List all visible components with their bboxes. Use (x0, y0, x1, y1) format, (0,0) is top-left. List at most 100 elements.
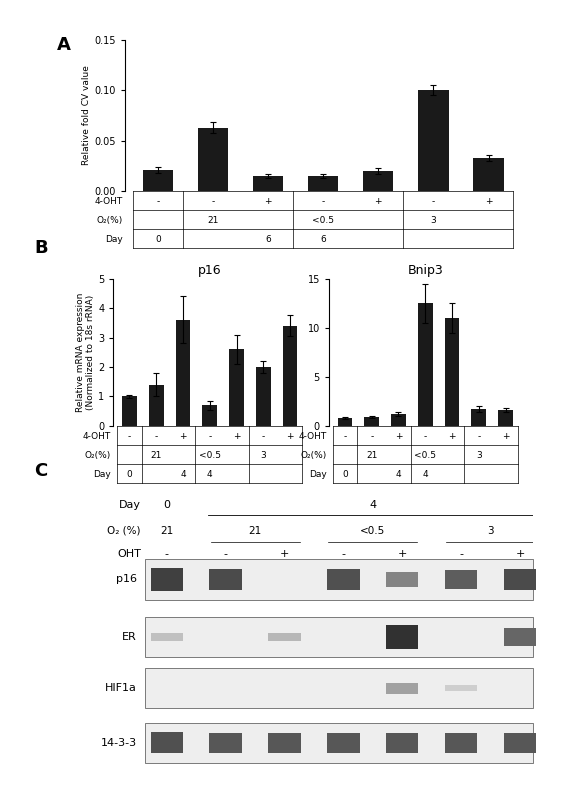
Text: 21: 21 (160, 526, 174, 536)
Bar (471, 409, 486, 426)
Y-axis label: Relative mRNA expression
(Normalized to 18s rRNA): Relative mRNA expression (Normalized to … (76, 293, 95, 412)
Bar (229, 349, 244, 426)
Text: 4: 4 (207, 470, 213, 479)
Bar (145, 560, 533, 599)
Text: +: + (264, 197, 272, 206)
Text: 4-OHT: 4-OHT (83, 432, 111, 441)
Text: -: - (370, 432, 373, 441)
Text: 14-3-3: 14-3-3 (100, 738, 137, 747)
Text: -: - (343, 432, 346, 441)
Text: Day: Day (119, 500, 141, 510)
Title: Bnip3: Bnip3 (407, 264, 443, 278)
Bar (498, 410, 513, 426)
Text: 21: 21 (366, 451, 378, 460)
Text: 0: 0 (342, 470, 348, 479)
Bar (145, 723, 533, 763)
Bar (327, 733, 359, 753)
Text: <0.5: <0.5 (199, 451, 221, 460)
Text: OHT: OHT (117, 548, 141, 559)
Bar (386, 683, 418, 694)
Text: 4-OHT: 4-OHT (298, 432, 327, 441)
Text: +: + (397, 548, 407, 559)
Bar (363, 171, 393, 191)
Text: O₂ (%): O₂ (%) (107, 526, 141, 536)
Text: +: + (375, 197, 382, 206)
Text: -: - (262, 432, 265, 441)
Text: ER: ER (122, 632, 137, 642)
Text: 6: 6 (320, 236, 326, 244)
Bar (150, 633, 183, 641)
Text: -: - (155, 432, 158, 441)
Text: +: + (515, 548, 524, 559)
Text: 3: 3 (476, 451, 482, 460)
Bar (253, 176, 284, 191)
Text: +: + (395, 432, 402, 441)
Text: 4-OHT: 4-OHT (94, 197, 122, 206)
Bar (391, 414, 406, 426)
Text: +: + (485, 197, 492, 206)
Bar (143, 170, 173, 191)
Text: -: - (164, 548, 169, 559)
Text: -: - (432, 197, 435, 206)
Bar (150, 732, 183, 753)
Text: p16: p16 (116, 575, 137, 584)
Text: HIF1a: HIF1a (105, 684, 137, 693)
Bar (365, 417, 379, 426)
Text: -: - (321, 197, 325, 206)
Bar (504, 628, 536, 646)
Y-axis label: Relative fold CV value: Relative fold CV value (82, 65, 91, 166)
Text: <0.5: <0.5 (312, 217, 334, 225)
Bar (386, 572, 418, 587)
Text: 3: 3 (260, 451, 266, 460)
Bar (202, 405, 217, 426)
Title: p16: p16 (198, 264, 222, 278)
Text: 3: 3 (430, 217, 437, 225)
Text: -: - (477, 432, 480, 441)
Bar (209, 733, 242, 753)
Text: -: - (424, 432, 427, 441)
Text: C: C (34, 462, 47, 480)
Text: +: + (448, 432, 456, 441)
Text: -: - (128, 432, 131, 441)
Text: Day: Day (105, 236, 122, 244)
Text: -: - (223, 548, 227, 559)
Bar (176, 320, 191, 426)
Bar (283, 326, 298, 426)
Text: 4: 4 (396, 470, 401, 479)
Bar (256, 367, 270, 426)
Bar (268, 633, 301, 641)
Text: O₂(%): O₂(%) (96, 217, 122, 225)
Text: Day: Day (94, 470, 111, 479)
Bar (504, 569, 536, 590)
Bar (445, 318, 459, 426)
Bar (445, 685, 477, 692)
Bar (327, 569, 359, 590)
Text: 4: 4 (180, 470, 186, 479)
Bar (268, 733, 301, 753)
Bar (445, 570, 477, 589)
Text: +: + (233, 432, 240, 441)
Text: 4: 4 (422, 470, 428, 479)
Bar (418, 90, 448, 191)
Text: +: + (280, 548, 289, 559)
Text: 21: 21 (248, 526, 261, 536)
Text: <0.5: <0.5 (414, 451, 436, 460)
Bar (386, 733, 418, 753)
Text: 4: 4 (369, 500, 376, 510)
Bar (337, 418, 352, 426)
Bar (145, 669, 533, 708)
Text: 0: 0 (155, 236, 160, 244)
Text: -: - (156, 197, 159, 206)
Text: <0.5: <0.5 (360, 526, 386, 536)
Bar (150, 568, 183, 591)
Bar (445, 733, 477, 753)
Text: Day: Day (309, 470, 327, 479)
Bar (198, 127, 228, 191)
Text: -: - (459, 548, 463, 559)
Text: -: - (208, 432, 211, 441)
Bar (473, 158, 503, 191)
Bar (209, 569, 242, 590)
Text: -: - (211, 197, 214, 206)
Text: B: B (34, 239, 48, 257)
Text: A: A (57, 36, 70, 54)
